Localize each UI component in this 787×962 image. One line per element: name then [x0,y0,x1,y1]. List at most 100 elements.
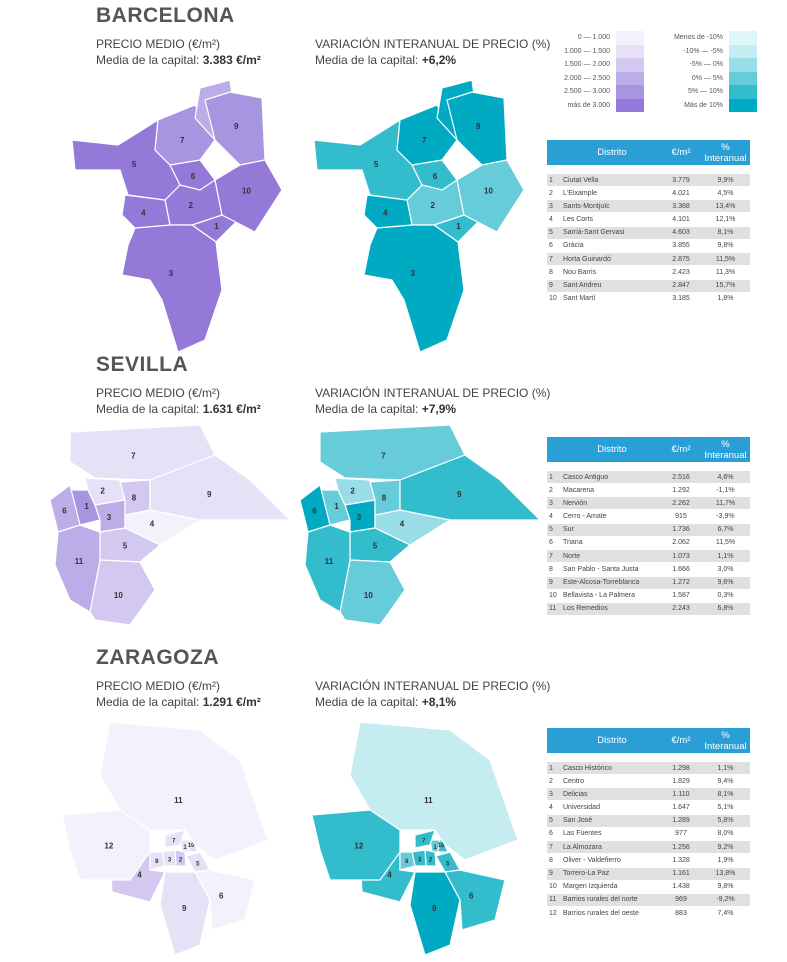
district-name: Margen Izquierda [563,883,618,891]
var-average-value: +8,1% [421,695,457,709]
district-number: 11 [549,605,557,613]
district-name: Casco Antiguo [563,473,609,481]
table-row: 10 Margen Izquierda 1.438 9,8% [547,881,750,893]
district-number-label: 8 [405,859,409,865]
district-name: Sur [563,526,574,534]
legend-swatch [729,58,757,72]
district-name: L'Eixample [563,189,598,197]
table-row: 10 Bellavista - La Palmera 1.587 0,3% [547,590,750,602]
district-name: Sant Andreu [563,282,602,289]
district-price: 3.779 [672,176,690,184]
district-number-label: 6 [469,891,474,900]
district-area [369,479,401,516]
district-number-label: 6 [191,172,196,181]
district-name: Norte [563,552,581,560]
legend-label: 0 — 1.000 [577,34,610,42]
city-title: SEVILLA [96,353,189,376]
district-number: 2 [549,486,553,494]
legend-item: 2.000 — 2.500 [540,71,644,85]
price-average-prefix: Media de la capital: [96,402,203,416]
district-number-label: 11 [325,557,334,566]
district-number-label: 3 [411,269,416,278]
district-number-label: 6 [312,507,317,516]
legend-label: 1.000 — 1.500 [564,47,610,55]
district-variation: -1,1% [716,486,735,494]
district-number: 9 [549,579,553,586]
district-number-label: 5 [374,160,379,169]
table-row: 6 Triana 2.062 11,5% [547,537,750,549]
district-variation: 11,5% [715,539,736,547]
price-header: PRECIO MEDIO (€/m²) Media de la capital: … [96,678,261,710]
table-row: 5 Sarrià-Sant Gervasi 4.603 8,1% [547,226,750,239]
district-area [214,159,283,233]
district-number-label: 1 [214,222,219,231]
var-average: Media de la capital: +6,2% [315,52,550,68]
district-area [311,809,401,881]
district-table: Distrito €/m² % Interanual 1 Casco Antiguo 2.… [547,437,750,616]
district-variation: 9,8% [717,242,734,250]
legend-swatch [729,98,757,112]
legend-label: -10% — -5% [683,47,723,55]
legend-swatch [616,85,644,99]
table-row: 1 Casco Histórico 1.298 1,1% [547,762,750,774]
district-variation: 3,0% [717,565,734,573]
district-variation: -9,2% [716,896,735,904]
table-row: 6 Las Fuentes 977 8,0% [547,828,750,840]
var-average-prefix: Media de la capital: [315,695,422,709]
district-number-label: 7 [422,136,427,145]
district-number-label: 5 [446,862,450,868]
district-price: 2.423 [672,268,690,276]
legend-swatch [616,98,644,112]
legend-swatch [729,44,757,58]
district-number: 3 [549,790,553,798]
district-name: Sants-Montjuïc [563,202,610,210]
table-row: 1 Ciutat Vella 3.779 9,9% [547,174,750,186]
district-price: 1.328 [672,856,690,864]
district-variation: 5,1% [717,804,734,812]
price-label: PRECIO MEDIO (€/m²) [96,679,221,693]
district-name: Macarena [563,486,595,494]
district-name: Torrero-La Paz [563,870,610,877]
district-area [61,809,151,881]
table-row: 12 Barrios rurales del oeste 883 7,4% [547,907,750,919]
district-name: San Pablo - Santa Justa [563,565,639,573]
district-variation: 8,1% [717,790,734,798]
table-row: 2 Macarena 1.292 -1,1% [547,484,750,496]
legend-label: 5% — 10% [687,88,723,96]
district-variation: 5,8% [717,817,734,825]
district-number: 8 [549,565,553,573]
district-number-label: 5 [373,541,378,550]
district-name: Bellavista - La Palmera [563,592,635,600]
var-header: VARIACIÓN INTERANUAL DE PRECIO (%) Media … [315,385,550,417]
district-name: Las Fuentes [563,830,602,838]
district-number-label: 9 [432,904,437,913]
district-number-label: 11 [174,796,183,805]
district-area [164,829,186,849]
district-area [363,224,465,353]
district-variation: 15,7% [715,282,736,289]
district-number-label: 4 [141,209,146,218]
district-variation: 12,1% [715,216,736,224]
table-row: 3 Nervión 2.262 11,7% [547,497,750,510]
price-average-value: 1.631 €/m² [202,402,261,416]
table-row: 5 San José 1.289 5,8% [547,814,750,827]
district-number: 12 [549,909,557,917]
district-price: 1.256 [672,843,690,851]
legend-item: 1.000 — 1.500 [540,44,644,58]
district-number-label: 12 [354,841,363,850]
header-district: Distrito [597,147,627,158]
district-number-label: 2 [430,201,435,210]
district-number-label: 8 [132,493,137,502]
table-header: Distrito €/m² % Interanual [547,437,750,462]
table-row: 11 Los Remedios 2.243 6,8% [547,602,750,615]
var-average: Media de la capital: +8,1% [315,694,550,710]
district-number: 10 [549,883,557,891]
table-row: 7 Norte 1.073 1,1% [547,550,750,563]
district-number-label: 3 [418,858,422,864]
district-name: Sant Martí [563,295,596,303]
city-title: BARCELONA [96,4,235,27]
district-number-label: 1 [433,845,437,851]
district-name: Casco Histórico [563,764,613,772]
district-price: 2.875 [672,255,690,263]
header-district: Distrito [597,735,627,746]
